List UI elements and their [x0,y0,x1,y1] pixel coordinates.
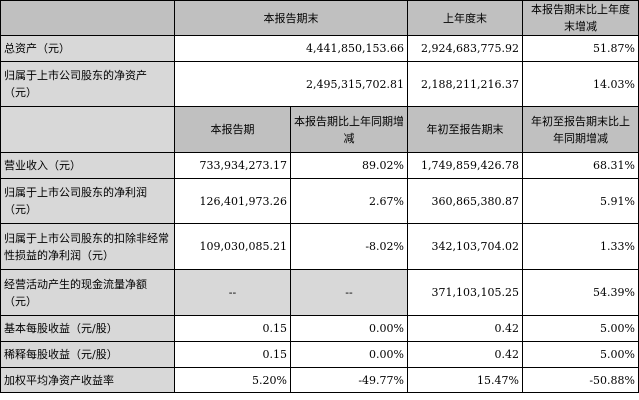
cell-ytd-change: 5.91% [522,178,639,224]
header-ytd: 年初至报告期末 [407,106,523,153]
cell-period-change: -49.77% [290,367,408,393]
table-row: 归属于上市公司股东的净利润（元） 126,401,973.26 2.67% 36… [0,178,639,224]
cell-period-change: 0.00% [290,315,408,342]
cell-ytd-change: -50.88% [522,367,639,393]
cell-change: 51.87% [522,35,639,62]
row-label-net-assets: 归属于上市公司股东的净资产（元） [0,61,175,107]
table-row: 基本每股收益（元/股） 0.15 0.00% 0.42 5.00% [0,315,639,342]
cell-period-change: -8.02% [290,223,408,270]
cell-ytd-change: 68.31% [522,152,639,179]
cell-period: 109,030,085.21 [174,223,291,270]
cell-ytd-change: 1.33% [522,223,639,270]
cell-ytd-change: 5.00% [522,315,639,342]
row-label-weighted-roe: 加权平均净资产收益率 [0,367,175,393]
cell-period: -- [174,269,291,316]
cell-ytd-change: 5.00% [522,341,639,368]
cell-ytd-change: 54.39% [522,269,639,316]
cell-period: 0.15 [174,341,291,368]
cell-prior: 2,924,683,775.92 [407,35,523,62]
cell-period-change: -- [290,269,408,316]
cell-period: 5.20% [174,367,291,393]
table-row: 稀释每股收益（元/股） 0.15 0.00% 0.42 5.00% [0,341,639,368]
table-row: 营业收入（元） 733,934,273.17 89.02% 1,749,859,… [0,152,639,179]
row-label-basic-eps: 基本每股收益（元/股） [0,315,175,342]
header-prior-year-end: 上年度末 [407,0,523,36]
table-row: 加权平均净资产收益率 5.20% -49.77% 15.47% -50.88% [0,367,639,393]
row-label-total-assets: 总资产（元） [0,35,175,62]
row-label-diluted-eps: 稀释每股收益（元/股） [0,341,175,368]
header-period-change: 本报告期比上年同期增减 [290,106,408,153]
cell-period: 126,401,973.26 [174,178,291,224]
header-change-vs-prior-year-end: 本报告期末比上年度末增减 [522,0,639,36]
header-this-period: 本报告期 [174,106,291,153]
cell-period-change: 89.02% [290,152,408,179]
header-ytd-change: 年初至报告期末比上年同期增减 [522,106,639,153]
header-blank-cell [0,0,175,36]
cell-period: 733,934,273.17 [174,152,291,179]
row-label-net-profit: 归属于上市公司股东的净利润（元） [0,178,175,224]
cell-prior: 2,188,211,216.37 [407,61,523,107]
cell-ytd: 0.42 [407,341,523,368]
cell-ytd: 0.42 [407,315,523,342]
cell-current: 4,441,850,153.66 [174,35,408,62]
header-current-period-end: 本报告期末 [174,0,408,36]
cell-period-change: 0.00% [290,341,408,368]
row-label-net-profit-deducted: 归属于上市公司股东的扣除非经常性损益的净利润（元） [0,223,175,270]
cell-change: 14.03% [522,61,639,107]
cell-ytd: 342,103,704.02 [407,223,523,270]
cell-current: 2,495,315,702.81 [174,61,408,107]
cell-ytd: 360,865,380.87 [407,178,523,224]
table-row: 归属于上市公司股东的净资产（元） 2,495,315,702.81 2,188,… [0,61,639,107]
header-blank-cell [0,106,175,153]
cell-ytd: 15.47% [407,367,523,393]
row-label-revenue: 营业收入（元） [0,152,175,179]
table-row: 经营活动产生的现金流量净额（元） -- -- 371,103,105.25 54… [0,269,639,316]
table-row: 总资产（元） 4,441,850,153.66 2,924,683,775.92… [0,35,639,62]
cell-ytd: 371,103,105.25 [407,269,523,316]
row-label-operating-cash-flow: 经营活动产生的现金流量净额（元） [0,269,175,316]
table-row: 归属于上市公司股东的扣除非经常性损益的净利润（元） 109,030,085.21… [0,223,639,270]
bottom-header-row: 本报告期 本报告期比上年同期增减 年初至报告期末 年初至报告期末比上年同期增减 [0,106,639,153]
cell-period: 0.15 [174,315,291,342]
cell-period-change: 2.67% [290,178,408,224]
cell-ytd: 1,749,859,426.78 [407,152,523,179]
top-header-row: 本报告期末 上年度末 本报告期末比上年度末增减 [0,0,639,36]
